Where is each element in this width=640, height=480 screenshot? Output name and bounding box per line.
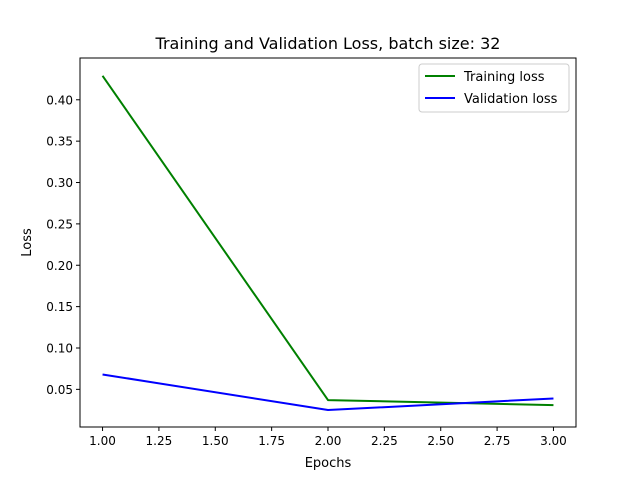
y-tick-label: 0.15 bbox=[46, 300, 73, 314]
legend-label-validation-loss: Validation loss bbox=[464, 92, 558, 107]
x-tick-label: 2.50 bbox=[427, 434, 454, 448]
series-layer bbox=[101, 75, 554, 412]
x-tick-label: 1.00 bbox=[89, 434, 116, 448]
x-axis-label: Epochs bbox=[305, 456, 352, 471]
x-tick-label: 1.50 bbox=[202, 434, 229, 448]
y-tick-label: 0.40 bbox=[46, 93, 73, 107]
x-tick-label: 3.00 bbox=[540, 434, 567, 448]
x-tick-label: 2.25 bbox=[371, 434, 398, 448]
y-tick-label: 0.25 bbox=[46, 217, 73, 231]
series-line-training-loss bbox=[101, 75, 554, 407]
x-tick-label: 2.00 bbox=[315, 434, 342, 448]
y-tick-label: 0.20 bbox=[46, 259, 73, 273]
y-tick-label: 0.10 bbox=[46, 341, 73, 355]
chart-title: Training and Validation Loss, batch size… bbox=[155, 34, 501, 53]
x-tick-label: 1.25 bbox=[146, 434, 173, 448]
y-tick-label: 0.05 bbox=[46, 383, 73, 397]
legend: Training loss Validation loss bbox=[418, 63, 570, 113]
x-tick-label: 1.75 bbox=[258, 434, 285, 448]
y-tick-label: 0.35 bbox=[46, 135, 73, 149]
x-tick-label: 2.75 bbox=[484, 434, 511, 448]
y-axis-label: Loss bbox=[20, 228, 35, 257]
y-tick-label: 0.30 bbox=[46, 176, 73, 190]
x-axis: 1.00 1.25 1.50 1.75 2.00 2.25 2.50 2.75 3.00 bbox=[89, 427, 567, 448]
legend-label-training-loss: Training loss bbox=[463, 70, 545, 85]
y-axis: 0.05 0.10 0.15 0.20 0.25 0.30 0.35 0.40 bbox=[46, 93, 80, 397]
series-line-validation-loss bbox=[102, 373, 554, 412]
plot-frame bbox=[79, 57, 577, 428]
legend-box bbox=[418, 63, 570, 113]
